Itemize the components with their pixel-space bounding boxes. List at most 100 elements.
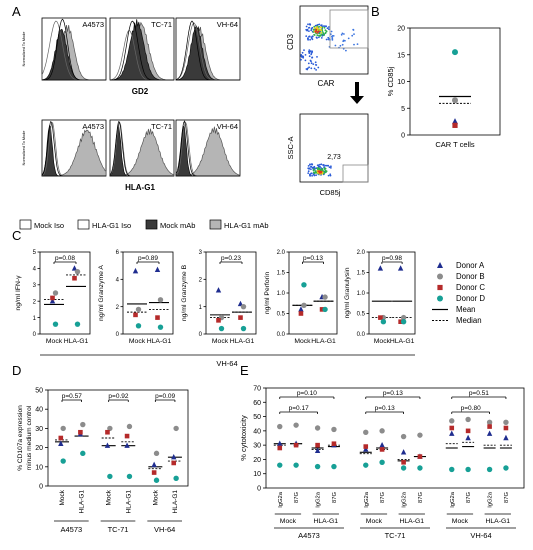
histogram-title: TC-71: [151, 20, 172, 29]
flow-event-dot: [318, 36, 320, 39]
flow-event-dot: [302, 56, 305, 59]
flow-event-dot: [305, 68, 308, 70]
cytokine-ytick-label: 2: [33, 299, 37, 305]
cd85j-ytick-label: 5: [401, 106, 405, 113]
cytotoxicity-point-donor-d: [331, 463, 337, 470]
flow-event-dot: [309, 163, 311, 166]
flow-event-dot: [315, 29, 318, 32]
legend-marker-donor-b: [437, 273, 443, 280]
pvalue-label: p=0.08: [55, 255, 75, 262]
cd107a-ytick-label: 50: [35, 388, 43, 395]
flow-event-dot: [313, 27, 316, 30]
histogram-title: A4573: [82, 20, 104, 29]
cd107a-ytick-label: 30: [35, 426, 43, 433]
legend-label: Donor B: [456, 272, 485, 281]
flow-event-dot: [305, 28, 308, 31]
flow-event-dot: [310, 27, 313, 30]
cytokine-point-donor-d: [380, 319, 387, 325]
cytokine-ytick-label: 1.0: [277, 291, 286, 297]
cd107a-point-donor-c: [58, 435, 64, 441]
cytotoxicity-point-donor-b: [363, 429, 369, 435]
flow-event-dot: [341, 43, 344, 46]
cytokine-point-donor-a: [71, 265, 78, 271]
legend-marker-donor-a: [437, 262, 443, 268]
flow-event-dot: [318, 171, 321, 174]
cytotoxicity-point-donor-a: [400, 449, 407, 455]
cytokine-axes-frame: [205, 251, 257, 335]
cytokine-point-donor-a: [215, 287, 222, 293]
cd107a-point-donor-c: [105, 429, 110, 435]
cytotoxicity-ytick-label: 30: [253, 443, 261, 450]
flow-event-dot: [324, 170, 327, 173]
pvalue-label: p=0.89: [138, 255, 158, 262]
legend-marker-donor-d: [437, 295, 443, 302]
cd85j-ylabel: % CD85j: [386, 66, 395, 96]
flow-event-dot: [310, 62, 313, 65]
cytokine-point-donor-d: [301, 282, 307, 288]
cytokine-axes-frame: [288, 251, 338, 335]
cytokine-ytick-label: 5: [33, 250, 37, 256]
flow-event-dot: [331, 35, 334, 37]
cytokine-x-label: HLA-G1: [230, 338, 255, 345]
flow-event-dot: [310, 29, 313, 32]
histogram-mock-iso: [109, 20, 174, 81]
flow-event-dot: [314, 61, 317, 64]
cytotoxicity-sub-label: 87G: [466, 492, 472, 503]
cytotoxicity-sub-label: IgG2a: [278, 491, 284, 508]
cytokine-point-donor-b: [322, 294, 328, 300]
cytokine-point-donor-c: [238, 315, 243, 320]
cytokine-ytick-label: 0.0: [277, 332, 286, 338]
flow-event-dot: [321, 33, 323, 36]
cytotoxicity-point-donor-b: [486, 419, 493, 425]
flow-event-dot: [318, 165, 321, 168]
cytotoxicity-group-label: A4573: [298, 531, 320, 540]
flow-event-dot: [322, 164, 324, 166]
cd107a-group-label: A4573: [60, 525, 82, 534]
flow-event-dot: [305, 25, 308, 28]
flow-event-dot: [315, 174, 317, 177]
pvalue-label: p=0.92: [108, 393, 128, 400]
flow-event-dot: [311, 163, 313, 165]
cytotoxicity-sub-label: IgG2a: [488, 491, 494, 508]
legend-label: Donor A: [456, 261, 485, 270]
cytokine-point-donor-c: [133, 312, 138, 318]
flow-event-dot: [312, 29, 315, 31]
histogram-xlabel: GD2: [132, 87, 149, 96]
cytotoxicity-point-donor-c: [293, 442, 299, 448]
cytokine-ylabel: ng/ml Perforin: [264, 272, 271, 315]
histogram-mock-iso: [41, 121, 106, 177]
flow-event-dot: [320, 24, 322, 27]
flow-event-dot: [323, 26, 326, 29]
histogram-ylabel: Normalized To Mode: [22, 32, 26, 67]
flow-event-dot: [341, 32, 344, 35]
panel-letter-b: B: [371, 4, 380, 19]
panel-letter-d: D: [12, 363, 21, 378]
flow-event-dot: [345, 49, 347, 52]
cytotoxicity-sub-label: 87G: [504, 492, 510, 503]
flow-event-dot: [351, 34, 354, 37]
cd107a-point-donor-b: [153, 450, 160, 457]
flow-event-dot: [319, 28, 322, 31]
cd107a-point-donor-a: [124, 442, 130, 448]
cytokine-point-donor-c: [378, 315, 383, 320]
pvalue-label-upper: p=0.10: [297, 390, 317, 397]
flow-event-dot: [322, 31, 324, 34]
cd85j-ytick-label: 0: [401, 133, 405, 140]
flow-event-dot: [302, 55, 305, 58]
cd107a-group-label: VH-64: [154, 525, 175, 534]
cytokine-axes-frame: [39, 251, 91, 335]
flow-arrow-down: [350, 82, 364, 104]
cd85j-ytick-label: 10: [397, 79, 405, 86]
cytotoxicity-point-donor-a: [465, 434, 471, 441]
cd107a-x-label: Mock: [59, 489, 66, 505]
flow-event-dot: [322, 170, 325, 172]
cytokine-x-label: HLA-G1: [147, 338, 172, 345]
cytotoxicity-point-donor-a: [379, 441, 385, 448]
cytotoxicity-point-donor-a: [486, 430, 493, 436]
cytokine-x-label: Mock: [46, 338, 63, 345]
cytokine-point-donor-b: [400, 314, 407, 321]
flow-gate-car: [329, 9, 369, 49]
cytokine-ytick-label: 0: [116, 332, 120, 338]
flow-event-dot: [330, 30, 333, 33]
flow-event-dot: [304, 59, 307, 62]
